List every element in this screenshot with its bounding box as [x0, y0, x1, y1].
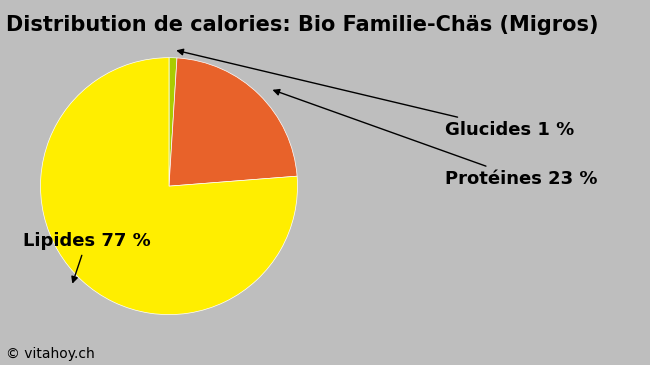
Wedge shape — [169, 58, 177, 186]
Text: Protéines 23 %: Protéines 23 % — [274, 89, 598, 188]
Text: Lipides 77 %: Lipides 77 % — [23, 232, 151, 282]
Wedge shape — [169, 58, 297, 186]
Text: © vitahoy.ch: © vitahoy.ch — [6, 347, 96, 361]
Wedge shape — [40, 58, 298, 315]
Text: Glucides 1 %: Glucides 1 % — [177, 49, 575, 139]
Text: Distribution de calories: Bio Familie-Chäs (Migros): Distribution de calories: Bio Familie-Ch… — [6, 15, 599, 35]
